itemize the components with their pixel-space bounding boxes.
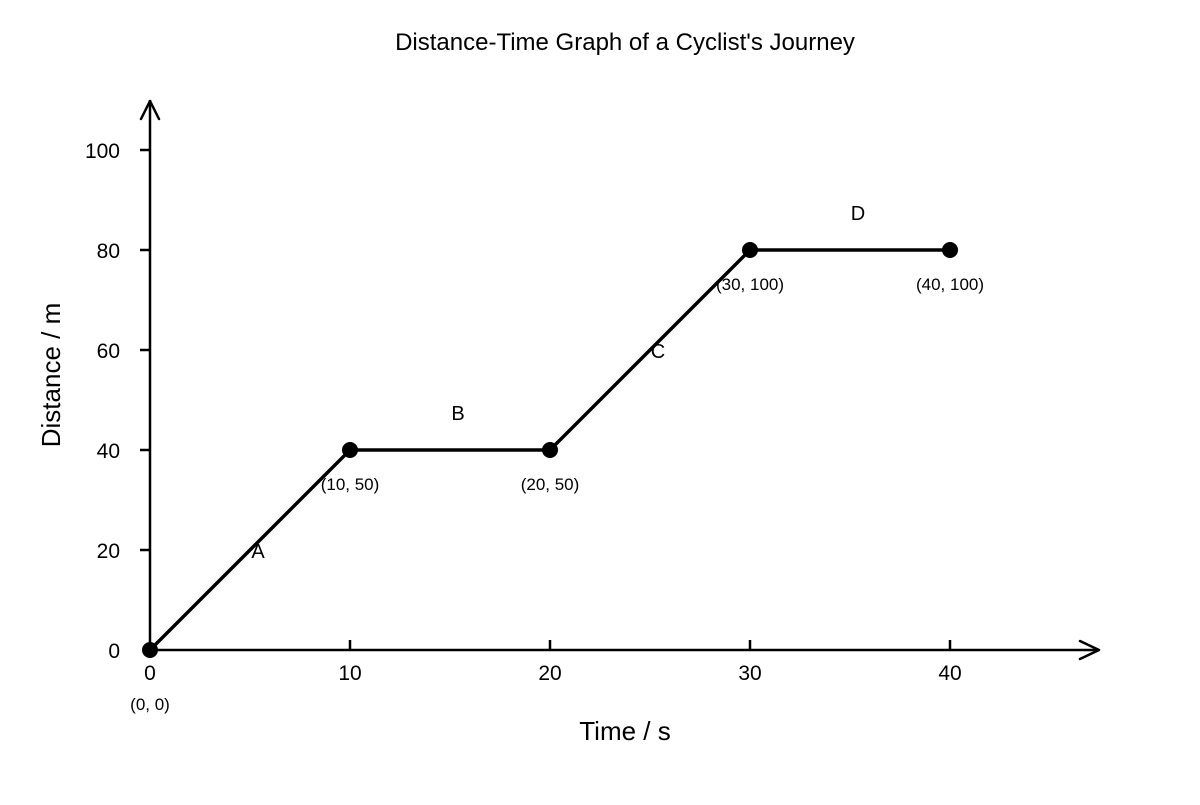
y-tick-label: 80	[97, 240, 120, 263]
data-point	[342, 442, 358, 458]
segment-label: C	[651, 341, 665, 363]
point-coordinate-label: (40, 100)	[916, 275, 984, 294]
y-ticks: 0 20 40 60 80 100	[85, 140, 150, 663]
x-tick-label: 20	[538, 662, 561, 685]
y-tick-label: 40	[97, 440, 120, 463]
y-tick-label: 100	[85, 140, 120, 163]
data-point	[142, 642, 158, 658]
data-point	[542, 442, 558, 458]
point-coordinate-label: (20, 50)	[521, 475, 580, 494]
data-point	[742, 242, 758, 258]
segment-label: D	[851, 203, 865, 225]
point-coordinate-label: (30, 100)	[716, 275, 784, 294]
segment-labels: A B C D	[251, 203, 865, 563]
axes	[139, 99, 1101, 661]
segment-label: A	[251, 541, 265, 563]
x-tick-label: 0	[144, 662, 156, 685]
point-labels: (0, 0) (10, 50) (20, 50) (30, 100) (40, 100)	[130, 275, 984, 714]
chart-title: Distance-Time Graph of a Cyclist's Journ…	[395, 29, 855, 56]
x-tick-label: 40	[938, 662, 961, 685]
y-tick-label: 0	[108, 640, 120, 663]
point-coordinate-label: (0, 0)	[130, 695, 170, 714]
x-axis-label: Time / s	[579, 716, 670, 746]
y-tick-label: 60	[97, 340, 120, 363]
y-tick-label: 20	[97, 540, 120, 563]
x-axis-arrowhead	[1078, 639, 1101, 661]
point-coordinate-label: (10, 50)	[321, 475, 380, 494]
series	[142, 242, 958, 658]
data-point	[942, 242, 958, 258]
x-ticks: 0 10 20 30 40	[144, 640, 962, 685]
segment-label: B	[451, 403, 464, 425]
x-tick-label: 30	[738, 662, 761, 685]
y-axis-label: Distance / m	[36, 303, 66, 448]
y-axis-arrowhead	[139, 99, 161, 121]
x-tick-label: 10	[338, 662, 361, 685]
